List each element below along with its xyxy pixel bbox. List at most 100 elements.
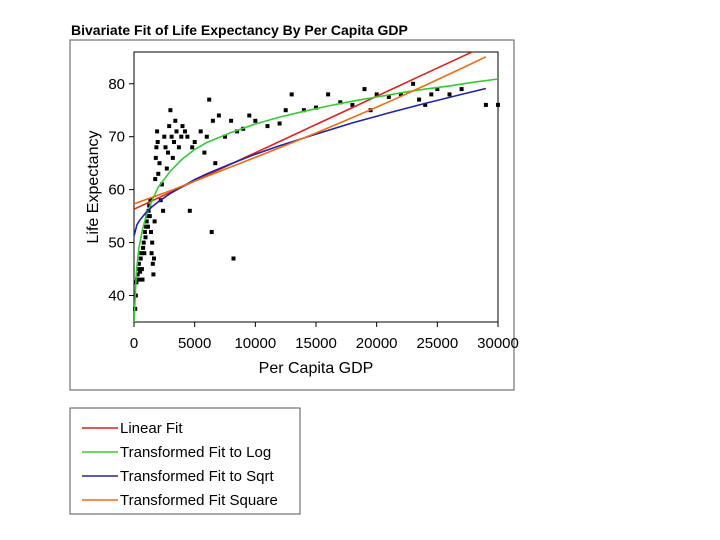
data-point	[146, 224, 150, 229]
data-point	[170, 155, 175, 160]
data-point	[135, 272, 140, 277]
series-line-transformed-fit-to-log	[134, 78, 498, 322]
data-point	[136, 267, 141, 272]
data-point	[190, 145, 195, 150]
data-point	[135, 277, 139, 282]
data-point	[161, 208, 166, 213]
legend-box	[69, 407, 301, 515]
data-point	[142, 251, 147, 256]
data-point	[155, 140, 160, 144]
data-point	[429, 92, 434, 97]
data-point	[223, 134, 227, 139]
legend-label: Transformed Fit Square	[120, 492, 278, 509]
data-point	[338, 100, 343, 105]
x-tick-label: 15000	[295, 335, 337, 352]
data-point	[216, 113, 221, 118]
data-point	[496, 102, 500, 107]
data-point	[150, 240, 155, 245]
data-point	[139, 251, 144, 256]
legend-label: Linear Fit	[120, 420, 183, 437]
data-point	[483, 102, 488, 107]
x-axis-label: Per Capita GDP	[259, 360, 374, 377]
data-point	[229, 118, 234, 123]
data-point	[314, 105, 318, 110]
data-point	[374, 92, 379, 97]
data-point	[174, 129, 179, 134]
data-point	[183, 129, 187, 134]
data-point	[398, 92, 403, 97]
legend-label: Transformed Fit to Log	[120, 444, 271, 461]
data-point	[145, 214, 150, 219]
chart-frame	[69, 39, 515, 391]
y-axis-label: Life Expectancy	[85, 131, 102, 244]
x-tick-label: 10000	[234, 335, 276, 352]
data-point	[187, 208, 192, 213]
data-point	[417, 97, 422, 102]
data-point	[167, 124, 172, 129]
y-tick-label: 40	[108, 288, 125, 305]
data-point	[152, 256, 156, 261]
data-point	[153, 155, 158, 160]
data-point	[231, 256, 236, 261]
x-tick-label: 20000	[356, 335, 398, 352]
data-point	[423, 102, 428, 107]
data-point	[156, 171, 161, 176]
data-point	[169, 134, 174, 139]
data-point	[144, 219, 149, 224]
data-point	[204, 134, 209, 139]
y-tick-label: 80	[108, 76, 125, 93]
x-axis-ticks: 0 5000 10000 15000 20000 25000 30000	[130, 322, 519, 352]
fit-lines	[134, 52, 498, 322]
data-point	[137, 277, 142, 282]
legend: Linear Fit Transformed Fit to Log Transfor…	[82, 420, 278, 509]
y-tick-label: 70	[108, 129, 125, 146]
data-point	[247, 113, 252, 118]
data-point	[148, 198, 153, 203]
data-point	[176, 145, 181, 150]
data-point	[207, 97, 212, 102]
series-line-transformed-fit-to-sqrt	[134, 87, 487, 237]
data-point	[326, 92, 331, 97]
data-point	[459, 87, 464, 92]
data-point	[150, 261, 155, 266]
data-point	[173, 118, 178, 123]
data-point	[179, 134, 184, 139]
data-point	[149, 251, 154, 256]
data-point	[202, 150, 207, 155]
data-point	[411, 81, 416, 86]
data-point	[447, 92, 452, 97]
scatter-points	[133, 81, 500, 311]
data-point	[162, 134, 167, 139]
data-point	[168, 108, 173, 113]
data-point	[301, 108, 306, 113]
data-point	[362, 87, 367, 92]
data-point	[153, 177, 158, 182]
data-point	[166, 150, 170, 155]
data-point	[159, 182, 164, 187]
data-point	[147, 214, 152, 219]
data-point	[289, 92, 294, 97]
data-point	[154, 145, 159, 150]
data-point	[141, 240, 146, 245]
data-point	[435, 87, 440, 92]
data-point	[147, 203, 152, 208]
data-point	[152, 219, 157, 224]
data-point	[138, 256, 143, 261]
chart-title: Bivariate Fit of Life Expectancy By Per …	[71, 22, 408, 38]
data-point	[139, 267, 144, 272]
data-point	[192, 140, 197, 144]
x-tick-label: 25000	[416, 335, 458, 352]
data-point	[157, 161, 162, 166]
data-point	[350, 102, 355, 107]
data-point	[141, 245, 146, 250]
data-point	[172, 140, 176, 144]
data-point	[235, 129, 240, 134]
y-tick-label: 60	[108, 182, 125, 199]
data-point	[209, 230, 214, 234]
data-point	[180, 124, 185, 129]
x-tick-label: 5000	[178, 335, 211, 352]
legend-label: Transformed Fit to Sqrt	[120, 468, 274, 485]
y-axis-ticks: 40 50 60 70 80	[108, 76, 134, 305]
data-point	[213, 161, 218, 166]
